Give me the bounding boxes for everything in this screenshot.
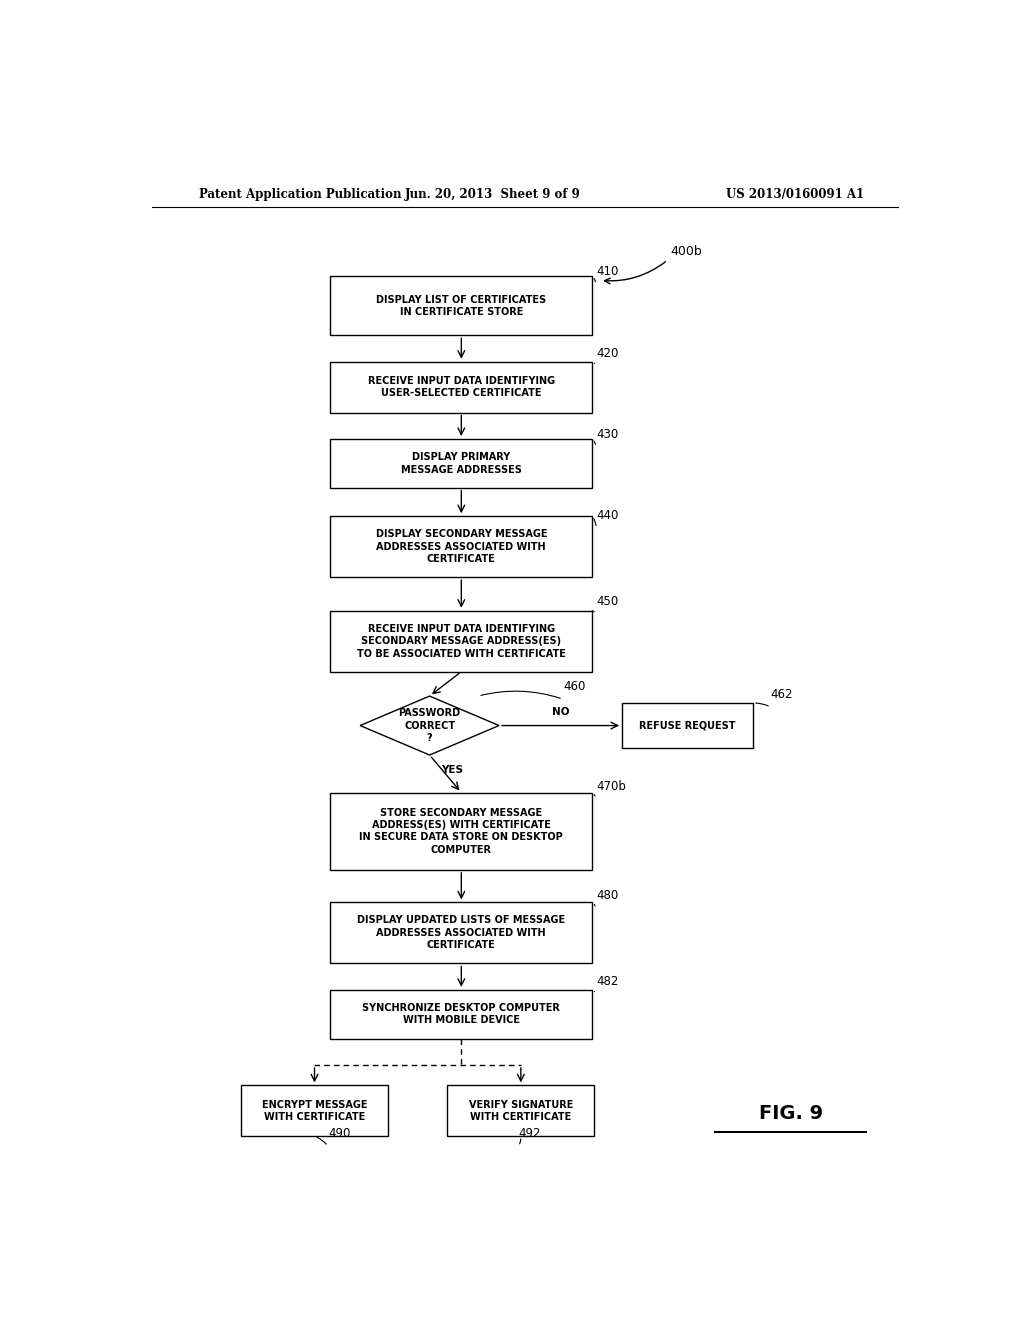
Text: NO: NO	[552, 708, 569, 718]
Text: 410: 410	[596, 265, 618, 279]
Text: 460: 460	[563, 680, 586, 693]
Text: 492: 492	[518, 1127, 541, 1140]
Text: US 2013/0160091 A1: US 2013/0160091 A1	[726, 189, 863, 202]
Text: YES: YES	[441, 766, 464, 775]
Text: DISPLAY LIST OF CERTIFICATES
IN CERTIFICATE STORE: DISPLAY LIST OF CERTIFICATES IN CERTIFIC…	[376, 294, 547, 317]
FancyBboxPatch shape	[241, 1085, 388, 1137]
FancyBboxPatch shape	[331, 516, 592, 577]
Text: DISPLAY PRIMARY
MESSAGE ADDRESSES: DISPLAY PRIMARY MESSAGE ADDRESSES	[400, 453, 522, 474]
Text: 490: 490	[328, 1127, 350, 1140]
Text: REFUSE REQUEST: REFUSE REQUEST	[639, 721, 735, 730]
Text: 400b: 400b	[670, 246, 701, 257]
FancyBboxPatch shape	[331, 276, 592, 335]
FancyBboxPatch shape	[331, 990, 592, 1039]
Text: SYNCHRONIZE DESKTOP COMPUTER
WITH MOBILE DEVICE: SYNCHRONIZE DESKTOP COMPUTER WITH MOBILE…	[362, 1003, 560, 1026]
Text: STORE SECONDARY MESSAGE
ADDRESS(ES) WITH CERTIFICATE
IN SECURE DATA STORE ON DES: STORE SECONDARY MESSAGE ADDRESS(ES) WITH…	[359, 808, 563, 855]
FancyBboxPatch shape	[622, 704, 753, 748]
Text: RECEIVE INPUT DATA IDENTIFYING
USER-SELECTED CERTIFICATE: RECEIVE INPUT DATA IDENTIFYING USER-SELE…	[368, 376, 555, 399]
Text: 440: 440	[596, 510, 618, 523]
Text: 462: 462	[771, 688, 794, 701]
FancyBboxPatch shape	[331, 903, 592, 964]
Polygon shape	[360, 696, 499, 755]
Text: 420: 420	[596, 347, 618, 359]
FancyBboxPatch shape	[447, 1085, 594, 1137]
Text: 470b: 470b	[596, 780, 626, 792]
Text: FIG. 9: FIG. 9	[759, 1105, 822, 1123]
FancyBboxPatch shape	[331, 440, 592, 487]
FancyBboxPatch shape	[331, 611, 592, 672]
Text: VERIFY SIGNATURE
WITH CERTIFICATE: VERIFY SIGNATURE WITH CERTIFICATE	[469, 1100, 573, 1122]
Text: Patent Application Publication: Patent Application Publication	[200, 189, 402, 202]
Text: Jun. 20, 2013  Sheet 9 of 9: Jun. 20, 2013 Sheet 9 of 9	[406, 189, 581, 202]
Text: ENCRYPT MESSAGE
WITH CERTIFICATE: ENCRYPT MESSAGE WITH CERTIFICATE	[262, 1100, 368, 1122]
Text: RECEIVE INPUT DATA IDENTIFYING
SECONDARY MESSAGE ADDRESS(ES)
TO BE ASSOCIATED WI: RECEIVE INPUT DATA IDENTIFYING SECONDARY…	[357, 624, 565, 659]
Text: 480: 480	[596, 890, 618, 903]
Text: DISPLAY SECONDARY MESSAGE
ADDRESSES ASSOCIATED WITH
CERTIFICATE: DISPLAY SECONDARY MESSAGE ADDRESSES ASSO…	[376, 529, 547, 564]
Text: DISPLAY UPDATED LISTS OF MESSAGE
ADDRESSES ASSOCIATED WITH
CERTIFICATE: DISPLAY UPDATED LISTS OF MESSAGE ADDRESS…	[357, 916, 565, 950]
FancyBboxPatch shape	[331, 362, 592, 412]
FancyBboxPatch shape	[331, 792, 592, 870]
Text: 430: 430	[596, 428, 618, 441]
Text: 450: 450	[596, 594, 618, 607]
Text: 482: 482	[596, 974, 618, 987]
Text: PASSWORD
CORRECT
?: PASSWORD CORRECT ?	[398, 708, 461, 743]
